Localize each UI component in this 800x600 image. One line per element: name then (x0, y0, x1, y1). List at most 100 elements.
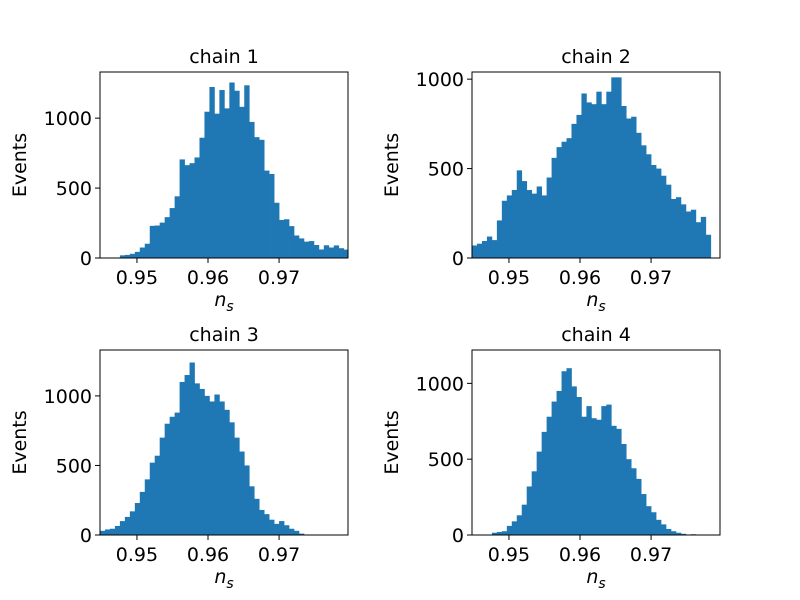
histogram-bar (209, 86, 215, 258)
histogram-bar (472, 245, 478, 258)
histogram-bar (581, 93, 587, 258)
histogram-bar (204, 395, 210, 535)
histogram-bar (249, 121, 255, 258)
histogram-bar (661, 175, 667, 258)
histogram-bar (139, 491, 146, 535)
histogram-bar (616, 77, 622, 258)
histogram-bar (204, 111, 210, 259)
histogram-bar (606, 404, 612, 535)
histogram-bar (298, 533, 305, 535)
histogram-bar (244, 85, 250, 259)
histogram-bar (566, 368, 572, 535)
histogram-bar (234, 437, 240, 535)
histogram-bar (576, 114, 582, 258)
histogram-bar (219, 401, 225, 535)
histogram-bar (705, 234, 712, 258)
y-tick-label: 1000 (416, 69, 464, 91)
histogram-bar (259, 509, 265, 535)
histogram-bar (700, 216, 707, 258)
histogram-bar (626, 118, 632, 258)
histogram-bar (646, 506, 652, 535)
histogram-bar (521, 504, 528, 535)
histogram-bar (656, 519, 662, 535)
histogram-bar (119, 255, 126, 258)
x-tick-label: 0.96 (559, 544, 601, 566)
histogram-bar (581, 416, 587, 535)
histogram-bar (501, 531, 508, 535)
histogram-bar (159, 222, 166, 258)
x-tick-label: 0.97 (630, 544, 672, 566)
histogram-bar (224, 409, 230, 535)
histogram-bar (695, 222, 702, 258)
histogram-bar (303, 241, 310, 258)
histogram-bar (164, 217, 170, 258)
histogram-bar (234, 90, 240, 258)
y-axis-label: Events (9, 410, 31, 474)
y-tick-label: 500 (428, 159, 464, 181)
histogram-bar (601, 406, 607, 535)
histogram-bar (189, 362, 195, 535)
histogram-bar (189, 163, 195, 258)
y-tick-label: 0 (452, 248, 464, 270)
histogram-bar (596, 91, 602, 258)
histogram-bar (199, 388, 205, 535)
x-axis-label: ns (586, 289, 605, 315)
histogram-bar (586, 406, 592, 535)
histogram-bar (665, 184, 672, 258)
histogram-bar (571, 123, 577, 258)
x-tick-label: 0.97 (630, 267, 672, 289)
subplot-title: chain 3 (189, 324, 259, 346)
histogram-bar (651, 165, 657, 258)
histogram-bar (541, 195, 547, 258)
histogram-bar (184, 375, 190, 535)
histogram-bar (621, 444, 627, 535)
histogram-bar (591, 104, 597, 258)
histogram-bar (333, 245, 340, 258)
histogram-bar (129, 511, 136, 535)
histogram-bar (134, 251, 141, 258)
histogram-bar (551, 157, 557, 258)
axes-frame (99, 71, 349, 259)
histogram-bar (506, 525, 513, 535)
histogram-bar (254, 498, 260, 535)
histogram-bar (264, 170, 270, 258)
y-axis-label: Events (381, 133, 403, 197)
y-tick-label: 1000 (44, 386, 92, 408)
histogram-bar (646, 154, 652, 258)
x-tick-label: 0.95 (488, 544, 530, 566)
histogram-bar (269, 519, 275, 535)
histogram-bar (670, 531, 677, 535)
subplot-title: chain 4 (561, 324, 631, 346)
histogram-bar (506, 195, 513, 258)
y-tick-label: 500 (428, 449, 464, 471)
histogram-bar (556, 147, 562, 258)
histogram-bar (293, 530, 300, 535)
histogram-bar (511, 521, 518, 535)
histogram-bar (656, 168, 662, 258)
x-tick-label: 0.97 (258, 544, 300, 566)
histogram-bar (586, 102, 592, 259)
histogram-bar (169, 208, 175, 258)
histogram-bar (621, 105, 627, 258)
x-axis-label: ns (214, 566, 233, 592)
histogram-bar (606, 91, 612, 258)
y-tick-label: 1000 (44, 108, 92, 130)
histogram-bar (154, 225, 161, 258)
histogram-bar (496, 220, 503, 258)
histogram-bar (531, 193, 538, 258)
histogram-bar (274, 202, 280, 258)
histogram-bar (641, 494, 647, 535)
histogram-bar (641, 145, 647, 258)
histogram-bar (601, 104, 607, 258)
histogram-bar (536, 186, 542, 258)
histogram-bar (556, 390, 562, 535)
subplot-2: 0.95 0.96 0.97 0 500 1000 chain 2 ns Events (381, 46, 721, 315)
histogram-bar (313, 244, 320, 258)
histogram-bar (566, 138, 572, 258)
histogram-bar (481, 241, 488, 258)
histogram-bar (636, 132, 642, 258)
axes-frame (471, 71, 721, 259)
histogram-bar (323, 245, 330, 258)
histogram-bar (338, 248, 345, 258)
